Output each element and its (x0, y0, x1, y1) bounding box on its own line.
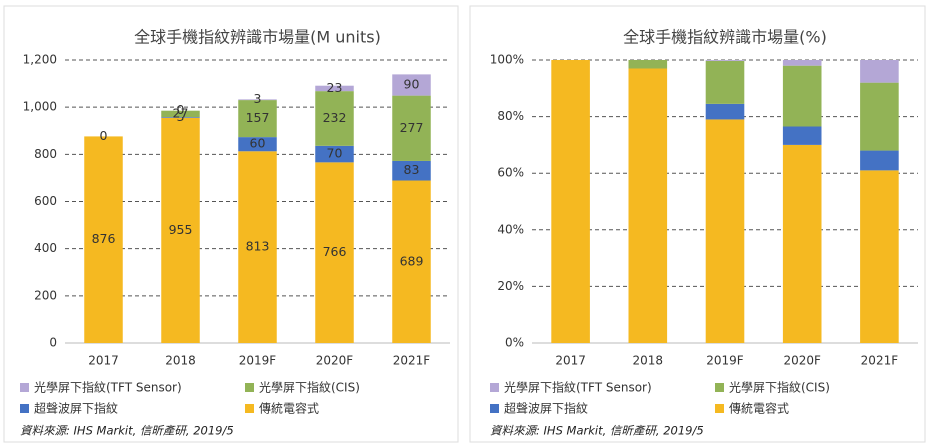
legend-swatch (245, 404, 254, 413)
bar-segment (782, 126, 822, 145)
bar-segment (238, 99, 277, 101)
bar-segment (782, 60, 822, 66)
y-tick-label: 60% (497, 166, 524, 180)
x-tick-label: 2021F (861, 354, 899, 368)
legend-swatch (715, 383, 724, 392)
legend-label: 傳統電容式 (729, 401, 789, 416)
bar-segment (161, 110, 200, 118)
y-tick-label: 1,000 (23, 100, 57, 114)
bar-segment (551, 60, 590, 343)
bar-segment (161, 117, 200, 343)
bar-segment (860, 150, 899, 171)
x-tick-label: 2019F (706, 354, 744, 368)
legend-label: 光學屏下指紋(CIS) (259, 380, 360, 395)
y-tick-label: 1,200 (23, 53, 57, 67)
bar-segment (782, 144, 822, 343)
data-label: 955 (169, 222, 193, 237)
bar-segment (860, 170, 899, 343)
bar-segment (705, 119, 745, 344)
data-label: 157 (246, 110, 270, 125)
legend-swatch (715, 404, 724, 413)
legend-label: 傳統電容式 (259, 401, 319, 416)
legend-swatch (490, 383, 499, 392)
data-label: 766 (323, 244, 347, 259)
legend-label: 超聲波屏下指紋 (34, 401, 118, 416)
legend-label: 光學屏下指紋(TFT Sensor) (34, 380, 182, 395)
chart-title: 全球手機指紋辨識市場量(%) (623, 28, 827, 47)
y-tick-label: 0 (49, 336, 57, 350)
legend-swatch (20, 383, 29, 392)
legend-swatch (245, 383, 254, 392)
y-tick-label: 400 (34, 241, 57, 255)
bar-segment (315, 91, 354, 146)
bar-segment (782, 65, 822, 127)
bar-segment (238, 151, 277, 343)
y-tick-label: 0% (505, 336, 524, 350)
bar-segment (860, 82, 899, 151)
data-label: 813 (246, 239, 270, 254)
data-label: 277 (400, 120, 424, 135)
x-tick-label: 2019F (239, 354, 277, 368)
data-label: 0 (100, 128, 108, 143)
data-label: 23 (327, 80, 343, 95)
legend-label: 光學屏下指紋(CIS) (729, 380, 830, 395)
y-tick-label: 20% (497, 279, 524, 293)
data-label: 27 (173, 105, 189, 120)
data-label: 232 (323, 110, 347, 125)
y-tick-label: 600 (34, 194, 57, 208)
data-label: 3 (254, 91, 262, 106)
y-tick-label: 80% (497, 109, 524, 123)
data-label: 689 (400, 253, 424, 268)
bar-segment (705, 60, 745, 104)
y-tick-label: 100% (490, 53, 524, 67)
bar-segment (860, 60, 899, 83)
x-tick-label: 2017 (555, 354, 586, 368)
y-tick-label: 800 (34, 147, 57, 161)
bar-segment (315, 145, 354, 163)
bar-segment (628, 60, 668, 69)
x-tick-label: 2018 (633, 354, 664, 368)
legend-label: 光學屏下指紋(TFT Sensor) (504, 380, 652, 395)
legend-swatch (490, 404, 499, 413)
x-tick-label: 2020F (783, 354, 821, 368)
bar-segment (705, 103, 745, 120)
bar-segment (392, 180, 431, 343)
bar-segment (315, 162, 354, 343)
legend-swatch (20, 404, 29, 413)
x-tick-label: 2018 (165, 354, 196, 368)
bar-segment (392, 160, 431, 181)
bar-segment (84, 136, 123, 343)
bar-segment (238, 137, 277, 152)
data-label: 83 (404, 162, 420, 177)
data-label: 60 (250, 136, 266, 151)
bar-segment (238, 100, 277, 138)
bar-segment (392, 95, 431, 161)
data-label: 876 (92, 231, 116, 246)
bar-segment (392, 74, 431, 96)
bar-segment (161, 117, 200, 118)
bar-segment (705, 60, 745, 61)
source-note: 資料來源: IHS Markit, 信昕產研, 2019/5 (20, 424, 234, 438)
data-label: 70 (327, 146, 343, 161)
x-tick-label: 2020F (316, 354, 354, 368)
panel-border (3, 5, 459, 443)
panel-border (469, 5, 926, 443)
data-label: 90 (404, 76, 420, 91)
y-tick-label: 40% (497, 222, 524, 236)
data-label: 0 (177, 102, 185, 117)
source-note: 資料來源: IHS Markit, 信昕產研, 2019/5 (490, 424, 704, 438)
legend-label: 超聲波屏下指紋 (504, 401, 588, 416)
bar-segment (628, 68, 668, 344)
x-tick-label: 2017 (88, 354, 119, 368)
x-tick-label: 2021F (393, 354, 431, 368)
chart-title: 全球手機指紋辨識市場量(M units) (134, 28, 381, 47)
y-tick-label: 200 (34, 288, 57, 302)
bar-segment (315, 85, 354, 92)
